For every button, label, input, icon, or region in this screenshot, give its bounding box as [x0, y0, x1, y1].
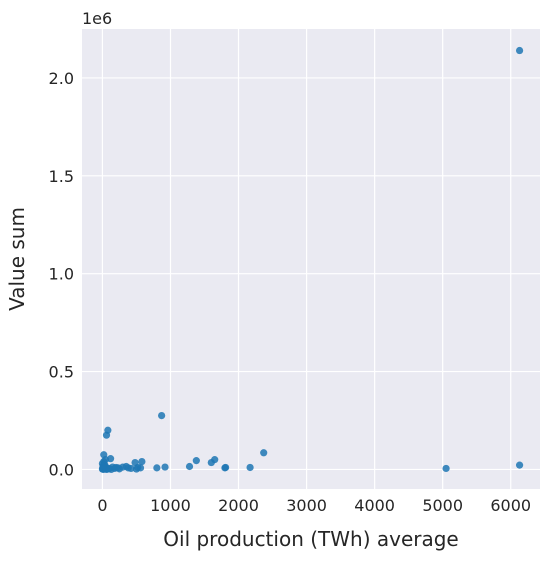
grid-lines: [82, 29, 540, 489]
data-point: [221, 463, 230, 472]
data-point: [119, 463, 127, 471]
x-tick-label: 4000: [354, 496, 395, 515]
y-axis-label: Value sum: [5, 207, 29, 311]
data-points: [98, 46, 524, 474]
data-point: [442, 464, 450, 473]
data-point: [138, 457, 146, 466]
x-tick-label: 3000: [286, 496, 327, 515]
data-point: [99, 461, 107, 470]
x-tick-label: 1000: [150, 496, 191, 515]
y-tick-label: 0.0: [49, 460, 74, 479]
y-tick-label: 2.0: [49, 69, 74, 88]
data-point: [102, 431, 111, 439]
y-tick-label: 0.5: [49, 363, 74, 382]
x-tick-label: 0: [97, 496, 107, 515]
data-point: [101, 456, 110, 464]
data-point: [153, 464, 161, 472]
y-tick-label: 1.0: [49, 265, 74, 284]
x-tick-label: 5000: [422, 496, 463, 515]
data-point: [158, 411, 166, 420]
data-point: [132, 465, 141, 473]
y-tick-label: 1.5: [49, 167, 74, 186]
data-point: [515, 46, 524, 55]
data-point: [515, 461, 524, 469]
data-point: [185, 462, 194, 471]
y-axis-ticks: 0.0 0.5 1.0 1.5 2.0: [49, 69, 74, 479]
data-point: [192, 457, 200, 465]
data-point: [207, 458, 215, 467]
data-point: [127, 464, 135, 473]
x-axis-label: Oil production (TWh) average: [163, 527, 458, 551]
x-tick-label: 2000: [218, 496, 259, 515]
data-point: [161, 463, 169, 471]
data-point: [260, 449, 268, 457]
plot-background: [82, 29, 540, 489]
y-offset-label: 1e6: [82, 9, 112, 28]
x-axis-ticks: 0 1000 2000 3000 4000 5000 6000: [97, 496, 531, 515]
x-tick-label: 6000: [490, 496, 531, 515]
data-point: [246, 463, 254, 472]
